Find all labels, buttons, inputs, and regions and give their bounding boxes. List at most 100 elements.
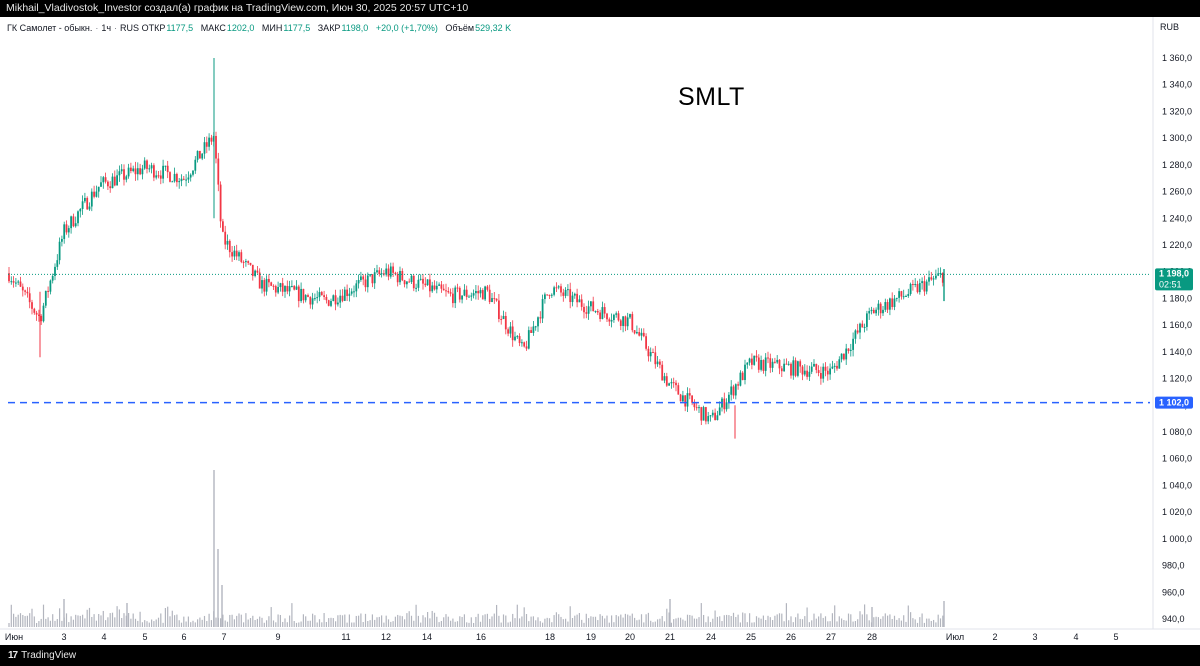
candle-body [258, 272, 261, 289]
volume-bar [468, 622, 470, 627]
volume-bar [26, 615, 28, 627]
legend-symbol[interactable]: ГК Самолет - обыкн. [7, 23, 93, 33]
volume-bar [98, 614, 100, 627]
currency-label[interactable]: RUB [1160, 22, 1180, 32]
candle-body [702, 407, 705, 421]
volume-bar [792, 622, 794, 627]
volume-bar [933, 619, 935, 627]
candle-body [293, 286, 296, 290]
volume-bar [282, 621, 284, 627]
candle-body [624, 316, 627, 327]
volume-bar [328, 618, 330, 627]
volume-bar [912, 618, 914, 627]
candle-body [33, 308, 36, 313]
candle-body [739, 372, 742, 386]
volume-bar [114, 617, 116, 627]
volume-bar [668, 612, 670, 627]
volume-bar [231, 614, 233, 627]
price-axis[interactable]: 1 360,0 1 340,0 1 320,0 1 300,0 1 280,0 1 260… [1152, 17, 1192, 629]
volume-bar [907, 605, 909, 627]
volume-bar [617, 616, 620, 627]
volume-bar [440, 620, 442, 627]
volume-bar [100, 615, 102, 627]
candle-body [350, 291, 353, 294]
volume-bar [436, 616, 438, 627]
chart-panel[interactable]: ГК Самолет - обыкн. · 1ч · RUS ОТКР1177,5 МА… [0, 17, 1200, 645]
candle-body [629, 314, 631, 318]
volume-bar [707, 616, 709, 627]
candle-body [707, 416, 710, 422]
volume-bar [638, 619, 640, 627]
volume-bar [871, 607, 873, 627]
volume-bar [590, 616, 592, 627]
volume-bar [716, 616, 718, 627]
time-tick-label: 9 [275, 632, 280, 642]
volume-bar [141, 622, 143, 627]
ticker-annotation[interactable]: SMLT [678, 83, 745, 111]
volume-bar [291, 603, 293, 627]
candle-body [268, 278, 270, 283]
candle-body [638, 332, 641, 336]
candle-body [394, 272, 397, 275]
volume-bar [107, 617, 109, 627]
candle-body [447, 290, 450, 293]
candle-body [587, 306, 590, 314]
volume-bar [700, 603, 702, 627]
volume-bar [624, 613, 626, 627]
candle-body [921, 281, 923, 284]
volume-bar [93, 614, 95, 627]
candle-body [8, 273, 10, 282]
volume-bar [604, 618, 606, 627]
volume-bar [544, 618, 546, 627]
volume-bar [631, 613, 633, 627]
volume-bar [167, 606, 169, 627]
volume-bar [415, 604, 417, 627]
price-chart-svg[interactable]: 1 360,0 1 340,0 1 320,0 1 300,0 1 280,0 1 260… [0, 17, 1200, 645]
candle-body [870, 309, 873, 312]
candle-body [235, 250, 238, 257]
volume-bar [65, 613, 68, 627]
legend-interval[interactable]: 1ч [101, 23, 112, 33]
candle-body [829, 368, 831, 375]
volume-bar [640, 614, 643, 627]
candle-body [417, 279, 420, 288]
volume-bar [753, 622, 755, 627]
volume-bar [776, 614, 778, 627]
candle-body [318, 292, 321, 298]
candle-body [438, 284, 440, 286]
candle-body [659, 361, 661, 365]
volume-bar [548, 618, 551, 627]
candle-body [665, 376, 668, 386]
candle-body [187, 177, 190, 180]
candle-body [849, 349, 852, 351]
volume-bar [868, 620, 870, 627]
candle-body [801, 366, 804, 375]
volume-bar [502, 614, 505, 627]
volume-bar [774, 615, 776, 627]
candle-body [31, 302, 33, 309]
volume-bar [52, 614, 54, 627]
volume-bar [171, 610, 173, 627]
candle-body [725, 402, 728, 410]
volume-bar [438, 622, 440, 627]
volume-bar [691, 615, 693, 627]
candle-body [272, 285, 275, 287]
candle-body [240, 252, 243, 262]
candle-body [711, 412, 714, 416]
volume-bar [808, 622, 810, 627]
time-axis[interactable]: Июн 3 4 5 6 7 9 11 12 14 16 18 19 20 21 24 25 26 27 28 Июл 2 3… [0, 628, 1200, 642]
volume-bar [942, 615, 944, 627]
legend-volume-label: Объём [445, 23, 475, 33]
volume-bar [896, 619, 898, 627]
volume-bar [905, 621, 907, 627]
time-tick-label: 19 [586, 632, 596, 642]
volume-bar [82, 614, 84, 627]
candle-body [613, 314, 615, 321]
volume-bar [277, 614, 279, 627]
volume-bar [410, 615, 413, 627]
candle-body [553, 287, 555, 295]
candle-body [302, 288, 305, 301]
volume-bar [203, 615, 206, 627]
volume-bar [551, 622, 553, 627]
volume-bar [254, 619, 256, 627]
